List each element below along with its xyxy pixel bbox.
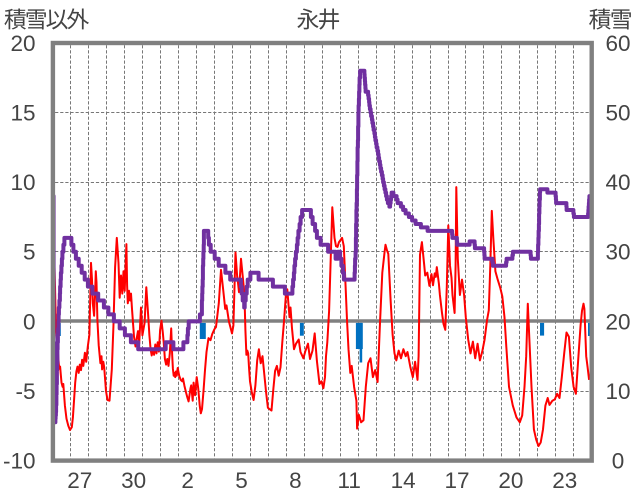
svg-text:20: 20 [605,309,630,334]
svg-text:17: 17 [444,468,469,493]
svg-text:10: 10 [605,379,630,404]
svg-text:50: 50 [605,101,630,126]
svg-text:27: 27 [67,468,92,493]
svg-text:0: 0 [612,449,625,474]
svg-text:5: 5 [235,468,248,493]
svg-text:2: 2 [181,468,194,493]
svg-text:5: 5 [23,240,36,265]
svg-text:40: 40 [605,170,630,195]
svg-text:10: 10 [10,170,35,195]
svg-text:11: 11 [338,468,361,493]
svg-text:15: 15 [10,101,35,126]
svg-text:30: 30 [121,468,146,493]
svg-text:30: 30 [605,240,630,265]
svg-text:23: 23 [552,468,577,493]
svg-text:8: 8 [289,468,302,493]
svg-text:60: 60 [605,31,630,56]
svg-text:-5: -5 [15,379,35,404]
svg-text:14: 14 [391,468,416,493]
svg-text:0: 0 [23,309,36,334]
svg-text:20: 20 [10,31,35,56]
svg-text:20: 20 [498,468,523,493]
svg-text:-10: -10 [3,449,36,474]
